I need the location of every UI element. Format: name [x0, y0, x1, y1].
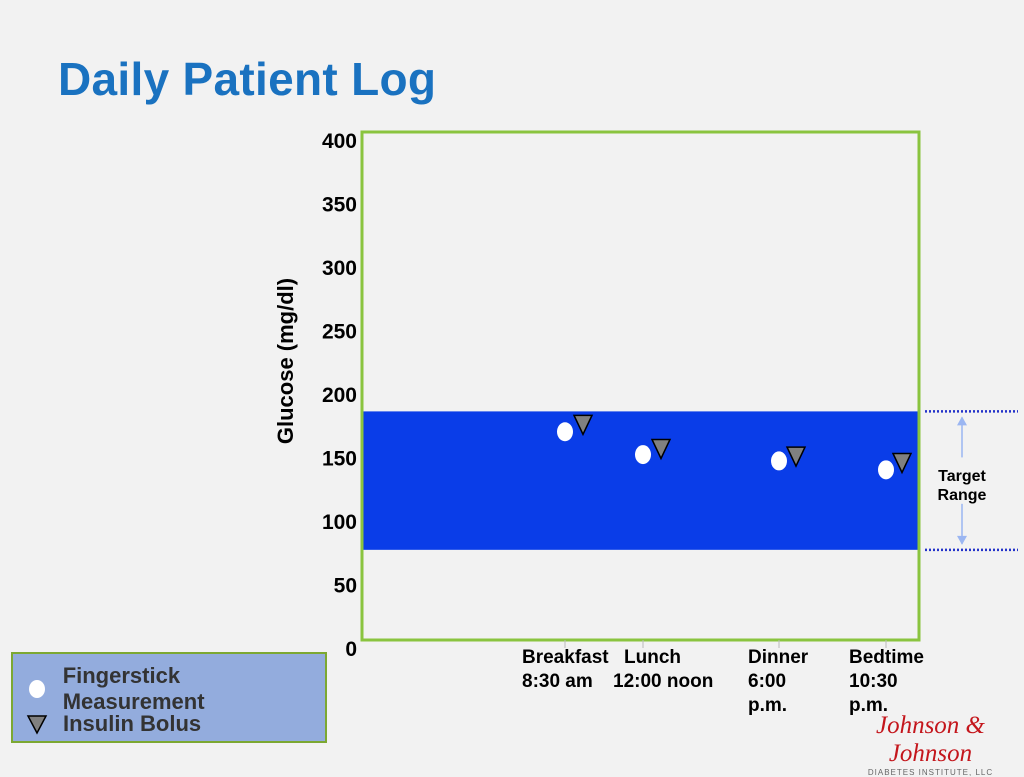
fingerstick-point [635, 445, 651, 465]
insulin-bolus-marker [650, 438, 672, 461]
x-tick-label: Lunch [624, 647, 681, 668]
legend-label-insulin: Insulin Bolus [63, 711, 202, 736]
x-tick-label: Dinner [748, 647, 809, 668]
circle-marker-icon [23, 675, 51, 703]
x-tick-label: 12:00 noon [613, 671, 713, 692]
y-tick-label: 400 [322, 130, 357, 153]
x-tick-label: p.m. [748, 695, 787, 716]
triangle-down-marker-icon [23, 710, 51, 738]
x-tick-label: Breakfast [522, 647, 609, 668]
y-axis-label: Glucose (mg/dl) [273, 278, 298, 444]
chart-legend: Fingerstick Measurement Insulin Bolus [11, 652, 327, 743]
x-tick-label: 8:30 am [522, 671, 593, 692]
legend-item-insulin: Insulin Bolus [23, 709, 201, 739]
x-tick-label: 10:30 [849, 671, 898, 692]
target-range-label: Target [938, 468, 986, 485]
y-tick-label: 350 [322, 194, 357, 217]
plot-area [362, 132, 919, 640]
y-tick-label: 200 [322, 384, 357, 407]
arrow-down-icon [957, 535, 967, 545]
insulin-bolus-marker [785, 446, 807, 468]
logo-subtitle: DIABETES INSTITUTE, LLC [867, 768, 994, 777]
arrow-up-icon [957, 416, 967, 426]
target-range-band [363, 411, 918, 550]
logo-wordmark: Johnson & Johnson [875, 712, 986, 767]
target-range-label: Range [938, 487, 987, 504]
y-tick-label: 100 [322, 511, 357, 534]
brand-logo: Johnson & Johnson DIABETES INSTITUTE, LL… [848, 712, 1013, 777]
y-tick-label: 0 [345, 638, 357, 661]
y-tick-label: 150 [322, 448, 357, 471]
x-tick-label: p.m. [849, 695, 888, 716]
fingerstick-point [878, 460, 894, 480]
legend-item-fingerstick: Fingerstick Measurement [23, 663, 325, 714]
y-tick-label: 300 [322, 257, 357, 280]
fingerstick-point [771, 451, 787, 471]
insulin-bolus-marker [572, 414, 594, 437]
legend-label-fingerstick: Fingerstick Measurement [62, 663, 205, 714]
y-tick-label: 50 [334, 575, 357, 598]
insulin-bolus-marker [891, 452, 913, 475]
fingerstick-point [557, 422, 573, 442]
x-tick-label: 6:00 [748, 671, 786, 692]
page-title: Daily Patient Log [58, 53, 437, 105]
y-tick-label: 250 [322, 321, 357, 344]
x-tick-label: Bedtime [849, 647, 924, 668]
plot-border [360, 130, 921, 642]
